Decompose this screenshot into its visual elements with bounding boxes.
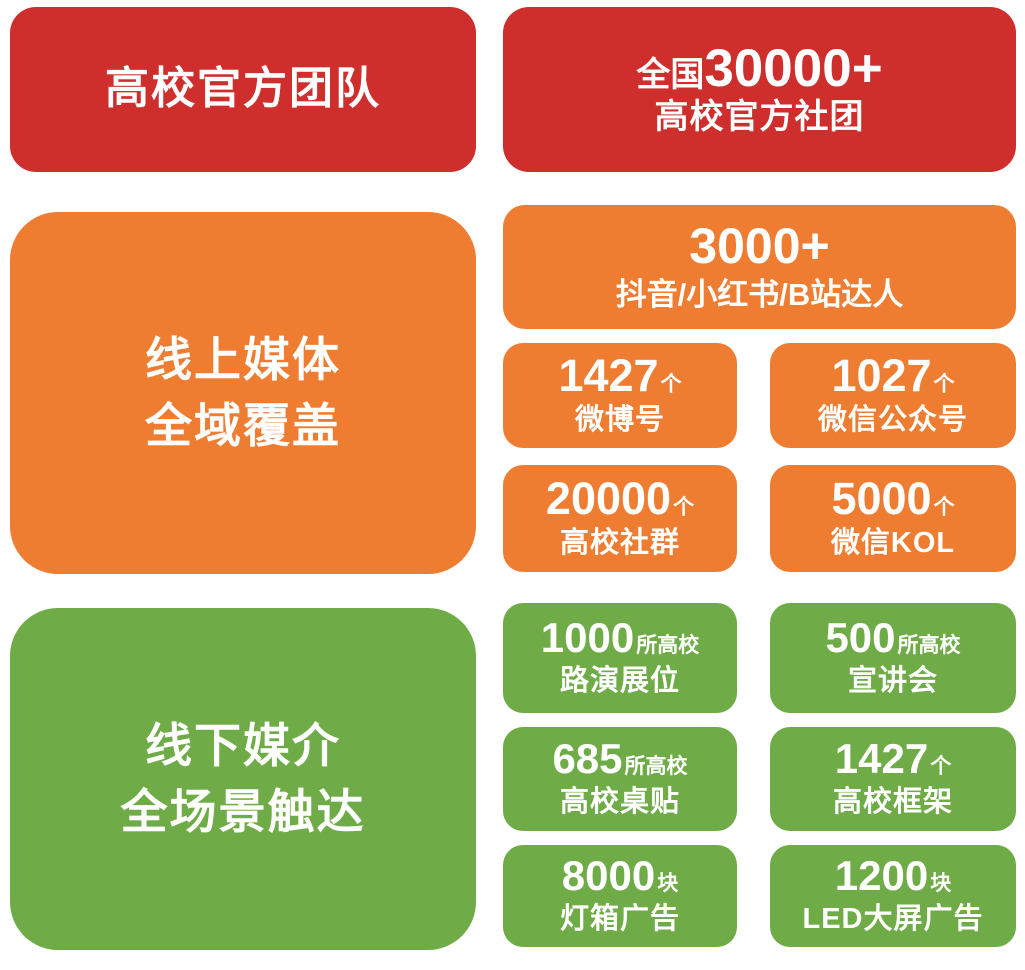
stat-number: 30000+ [704,38,883,98]
stat-number-line: 685 所高校 [552,738,687,780]
stat-label: 微信公众号 [817,404,968,437]
stat-label: 高校官方社团 [654,98,865,136]
official-team-title: 高校官方团队 [105,64,381,114]
lightbox-ad-card: 8000 块 灯箱广告 [503,845,737,947]
stat-number: 1427 [834,735,929,783]
stat-unit: 个 [673,496,695,520]
stat-label: 高校框架 [832,786,953,819]
campus-frame-card: 1427 个 高校框架 [770,727,1016,831]
stat-number: 685 [552,735,623,783]
offline-media-overview-card: 线下媒介 全场景触达 [10,608,476,950]
influencers-hero-card: 3000+ 抖音/小红书/B站达人 [503,205,1016,329]
stat-number: 8000 [561,852,656,900]
online-media-title-line2: 全域覆盖 [145,399,341,452]
stat-number-line: 1427 个 [835,738,951,780]
stat-label: 微信KOL [830,527,956,560]
wechat-kol-card: 5000 个 微信KOL [770,465,1016,572]
stat-number: 1000 [540,614,635,662]
desk-sticker-card: 685 所高校 高校桌贴 [503,727,737,831]
online-media-title-line1: 线上媒体 [145,333,341,387]
stat-number: 5000 [831,473,932,525]
stat-number-line: 1427 个 [558,353,681,398]
weibo-accounts-card: 1427 个 微博号 [503,343,737,448]
online-media-overview-card: 线上媒体 全域覆盖 [10,212,476,574]
stat-label: 路演展位 [559,665,680,698]
offline-media-title-line1: 线下媒介 [145,719,341,773]
stat-number: 500 [825,614,896,662]
stat-label: 高校社群 [559,527,680,560]
stat-number-line: 8000 块 [562,855,678,897]
wechat-official-accounts-card: 1027 个 微信公众号 [770,343,1016,448]
roadshow-booth-card: 1000 所高校 路演展位 [503,603,737,713]
stat-label: 宣讲会 [847,665,938,698]
offline-media-title-line2: 全场景触达 [120,785,366,838]
stat-unit: 个 [933,373,955,397]
official-team-title-card: 高校官方团队 [10,7,476,172]
campus-communities-card: 20000 个 高校社群 [503,465,737,572]
stat-number: 3000+ [689,218,830,275]
stat-number-line: 5000 个 [831,476,954,521]
stat-label: LED大屏广告 [802,903,984,936]
stat-number: 1427 [558,350,659,402]
stat-unit: 所高校 [897,634,961,658]
official-clubs-stat-line: 全国 30000+ [636,42,882,95]
stat-number-line: 500 所高校 [825,617,960,659]
stat-number: 20000 [545,473,672,525]
stat-label: 抖音/小红书/B站达人 [615,277,904,313]
stat-unit: 个 [930,755,952,779]
led-screen-ad-card: 1200 块 LED大屏广告 [770,845,1016,947]
stat-number-line: 1200 块 [835,855,951,897]
stat-unit: 所高校 [624,755,688,779]
stat-prefix: 全国 [636,55,705,94]
stat-unit: 块 [930,872,952,896]
stat-number-line: 1027 个 [831,353,954,398]
official-clubs-stat-card: 全国 30000+ 高校官方社团 [503,7,1016,172]
stat-unit: 所高校 [636,634,700,658]
stat-unit: 块 [657,872,679,896]
stat-number-line: 1000 所高校 [541,617,699,659]
stat-number-line: 20000 个 [546,476,694,521]
stat-label: 微博号 [574,404,665,437]
stat-unit: 个 [660,373,682,397]
stat-label: 高校桌贴 [559,786,680,819]
stat-number: 1027 [831,350,932,402]
stat-number: 1200 [834,852,929,900]
info-session-card: 500 所高校 宣讲会 [770,603,1016,713]
stat-label: 灯箱广告 [559,903,680,936]
stat-unit: 个 [933,496,955,520]
